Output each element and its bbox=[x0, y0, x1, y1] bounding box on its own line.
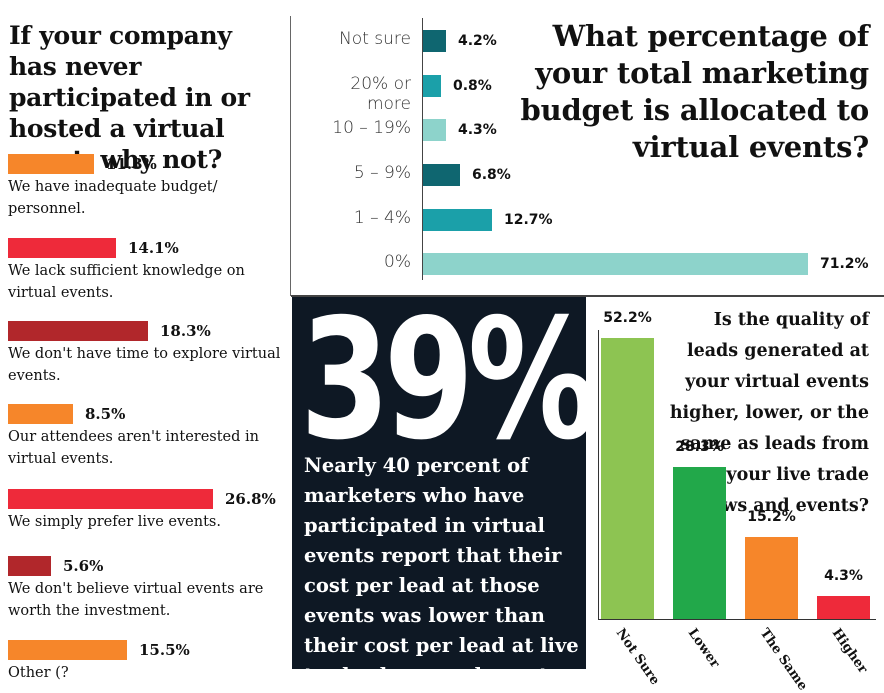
lead-value-label: 15.2% bbox=[747, 509, 796, 525]
budget-value-label: 71.2% bbox=[820, 256, 869, 272]
budget-bar bbox=[423, 119, 446, 141]
reason-value-label: 18.3% bbox=[160, 322, 211, 340]
budget-category-label: 10 – 19% bbox=[332, 118, 411, 138]
budget-value-label: 12.7% bbox=[504, 212, 553, 228]
reason-category-label: We have inadequate budget/ personnel. bbox=[8, 179, 218, 217]
budget-value-label: 0.8% bbox=[453, 78, 492, 94]
reason-category-label: We don't believe virtual events are wort… bbox=[8, 581, 264, 619]
lead-category-label: Not Sure bbox=[612, 626, 663, 688]
reason-bar bbox=[8, 640, 127, 660]
lead-value-label: 28.3% bbox=[675, 439, 724, 455]
lead-bar bbox=[601, 338, 654, 619]
budget-bar bbox=[423, 75, 441, 97]
leads-chart-title: Is the quality of leads generated at you… bbox=[669, 310, 869, 516]
lead-bar bbox=[817, 596, 870, 619]
leads-bar-chart: 52.2% Not Sure 28.3% Lower 15.2% The Same 4.3%… bbox=[601, 310, 870, 693]
budget-category-label: Not sure bbox=[339, 29, 411, 49]
lead-value-label: 52.2% bbox=[603, 310, 652, 326]
reason-bar bbox=[8, 489, 213, 509]
reason-value-label: 5.6% bbox=[63, 557, 104, 575]
budget-category-label: 0% bbox=[384, 252, 411, 272]
reason-category-label: Our attendees aren't interested in virtu… bbox=[8, 429, 260, 467]
budget-category-label: 5 – 9% bbox=[353, 163, 411, 183]
budget-bar bbox=[423, 253, 808, 275]
stat-panel bbox=[292, 297, 586, 669]
reason-value-label: 11.3% bbox=[106, 155, 157, 173]
budget-bar bbox=[423, 30, 446, 52]
budget-value-label: 4.3% bbox=[458, 122, 497, 138]
reasons-bar-chart: 11.3% We have inadequate budget/ personne… bbox=[0, 0, 290, 681]
budget-category-label: 1 – 4% bbox=[353, 208, 411, 228]
lead-bar bbox=[673, 467, 726, 619]
budget-category-label: 20% or more bbox=[350, 74, 411, 114]
reason-bar bbox=[8, 154, 94, 174]
reason-category-label: We lack sufficient knowledge on virtual … bbox=[8, 263, 245, 301]
reason-bar bbox=[8, 238, 116, 258]
stat-description: Nearly 40 percent of marketers who have … bbox=[304, 454, 579, 687]
lead-value-label: 4.3% bbox=[824, 568, 863, 584]
lead-bar bbox=[745, 537, 798, 619]
budget-value-label: 4.2% bbox=[458, 33, 497, 49]
leads-chart-axis bbox=[598, 330, 599, 620]
horizontal-divider bbox=[291, 295, 884, 297]
lead-category-label: Lower bbox=[684, 626, 723, 671]
reason-category-label: We simply prefer live events. bbox=[8, 514, 221, 530]
reason-value-label: 15.5% bbox=[139, 641, 190, 659]
budget-chart-axis bbox=[422, 18, 423, 280]
reason-bar bbox=[8, 321, 148, 341]
reason-category-label: We don't have time to explore virtual ev… bbox=[8, 346, 281, 384]
reason-bar bbox=[8, 404, 73, 424]
reason-value-label: 14.1% bbox=[128, 239, 179, 257]
leads-chart-baseline bbox=[598, 619, 876, 620]
vertical-divider bbox=[290, 16, 291, 296]
lead-category-label: The Same bbox=[756, 626, 811, 693]
budget-value-label: 6.8% bbox=[472, 167, 511, 183]
reason-value-label: 26.8% bbox=[225, 490, 276, 508]
reason-value-label: 8.5% bbox=[85, 405, 126, 423]
reason-bar bbox=[8, 556, 51, 576]
budget-bar-chart: Not sure 4.2% 20% or more 0.8% 10 – 19% 4.3% 5… bbox=[0, 0, 884, 295]
budget-bar bbox=[423, 209, 492, 231]
budget-chart-title: What percentage of your total marketing … bbox=[520, 19, 870, 164]
budget-bar bbox=[423, 164, 460, 186]
